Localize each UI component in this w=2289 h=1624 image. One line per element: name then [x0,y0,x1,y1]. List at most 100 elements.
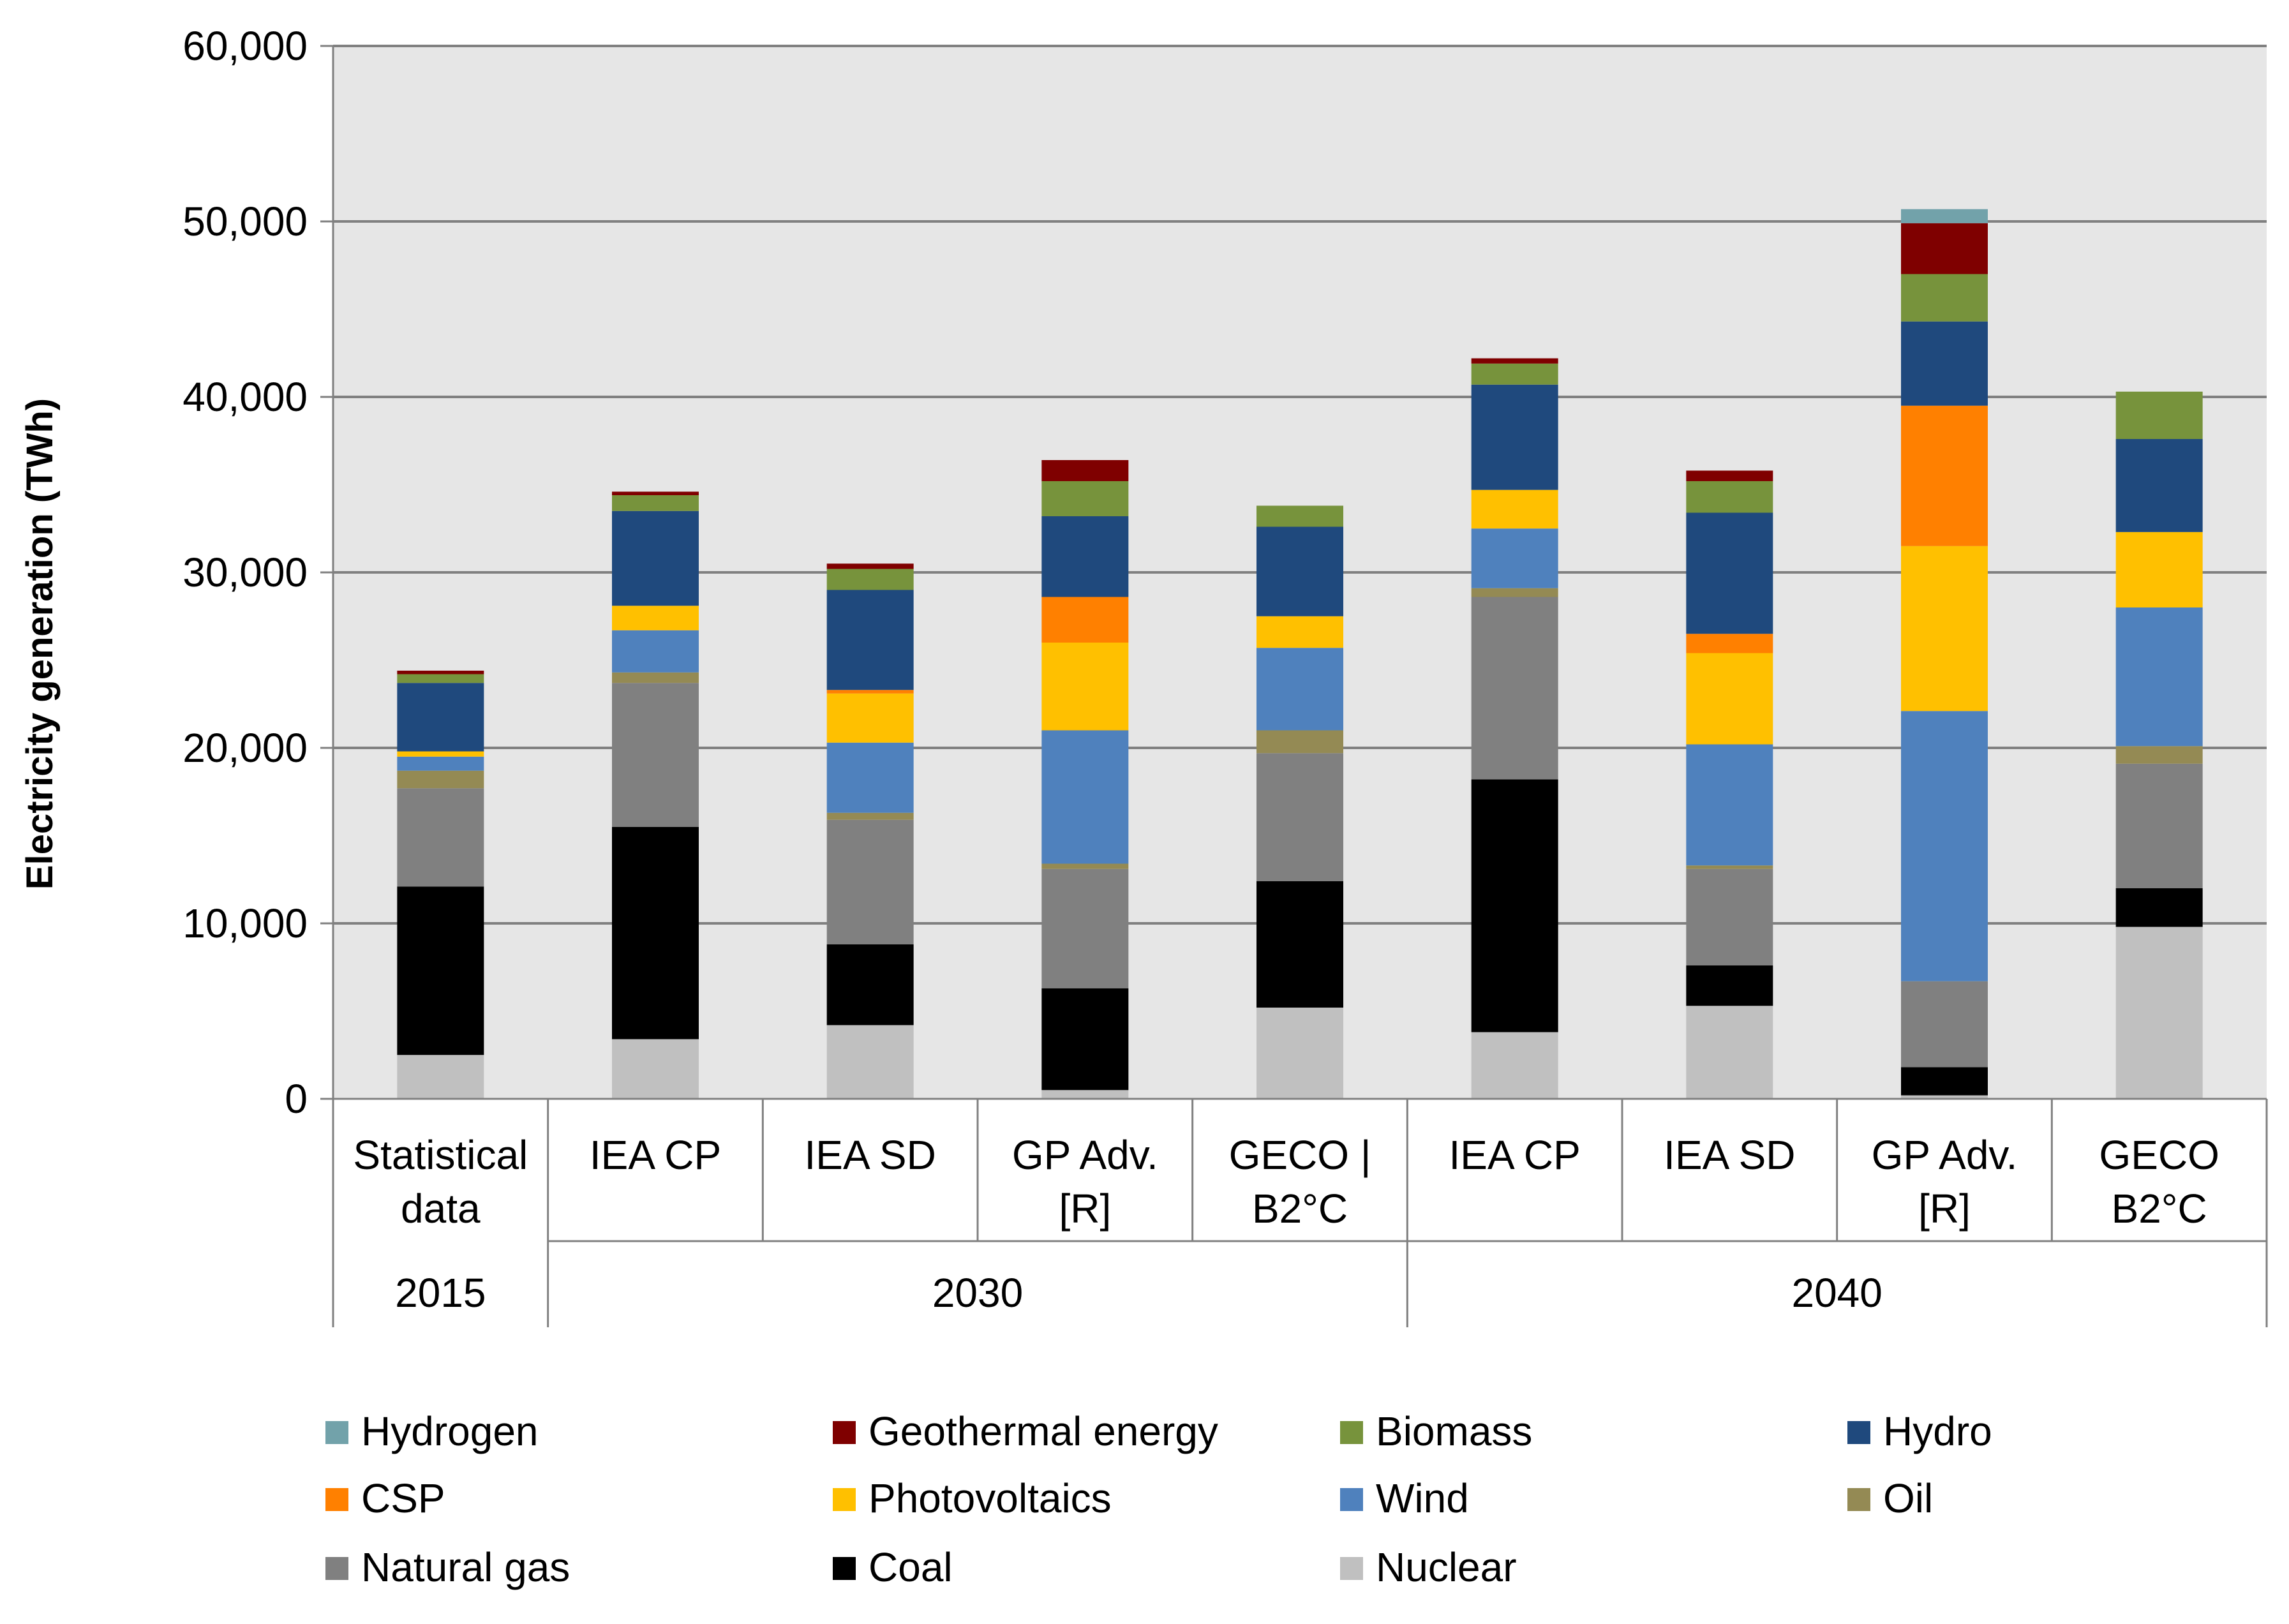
legend-label: Geothermal energy [869,1408,1218,1454]
y-tick-label: 0 [285,1076,308,1122]
bar-segment-oil [826,812,914,820]
bar-segment-photovoltaics [2115,532,2203,607]
y-tick-label: 20,000 [183,725,308,771]
x-category-label: GECO | [1229,1132,1371,1178]
bar-segment-oil [1686,865,1773,869]
bar-segment-natural-gas [1041,868,1129,988]
x-category-label: GECO [2099,1132,2219,1178]
bar-segment-coal [1471,779,1558,1032]
bar-segment-natural-gas [1686,868,1773,965]
bar-segment-csp [826,690,914,694]
bar-segment-coal [1256,881,1343,1008]
y-tick-label: 30,000 [183,549,308,595]
bar-segment-csp [1041,597,1129,643]
x-group-label: 2040 [1791,1270,1882,1316]
bar-segment-natural-gas [2115,763,2203,888]
y-tick-label: 40,000 [183,374,308,420]
bar-segment-natural-gas [1471,597,1558,780]
bar-segment-coal [1686,965,1773,1006]
bar-segment-natural-gas [612,683,699,827]
legend-item-nuclear: Nuclear [1340,1544,1517,1590]
bar-segment-biomass [1471,363,1558,385]
bar-segment-geothermal-energy [612,491,699,495]
bar-segment-nuclear [1041,1090,1129,1099]
bar-segment-oil [397,770,484,789]
bar-segment-biomass [1256,505,1343,527]
legend-label: Biomass [1376,1408,1532,1454]
bar-segment-geothermal-energy [1041,460,1129,481]
legend-swatch [1847,1488,1870,1511]
bar-segment-hydro [1471,384,1558,490]
x-category-label: Statistical [353,1132,528,1178]
bar-segment-nuclear [1471,1032,1558,1099]
legend-item-csp: CSP [325,1475,445,1521]
x-category-label: IEA SD [805,1132,936,1178]
bar-segment-hydro [826,590,914,690]
bar-segment-geothermal-energy [1686,470,1773,481]
legend-item-hydrogen: Hydrogen [325,1408,539,1454]
bars [397,209,2203,1099]
bar-segment-nuclear [826,1025,914,1099]
bar-segment-wind [1901,711,1988,981]
bar-segment-nuclear [397,1055,484,1099]
legend-swatch [325,1557,348,1580]
bar-segment-photovoltaics [1256,616,1343,648]
legend-swatch [833,1421,856,1444]
x-category-label-line2: [R] [1918,1186,1971,1232]
bar-segment-natural-gas [826,819,914,944]
legend-swatch [325,1488,348,1511]
legend-item-natural-gas: Natural gas [325,1544,570,1590]
bar-segment-photovoltaics [826,693,914,743]
bar-segment-photovoltaics [397,751,484,757]
x-group-label: 2030 [932,1270,1023,1316]
legend-label: Photovoltaics [869,1475,1112,1521]
bar-segment-wind [1686,744,1773,866]
legend-label: CSP [361,1475,445,1521]
bar-segment-biomass [612,495,699,511]
bar-segment-photovoltaics [1686,653,1773,745]
bar-segment-coal [612,826,699,1039]
bar-segment-nuclear [1901,1095,1988,1099]
bar-segment-wind [1256,648,1343,731]
x-category-label-line2: data [401,1186,481,1232]
bar-segment-wind [397,756,484,771]
bar-segment-photovoltaics [1041,643,1129,731]
bar-segment-coal [1041,988,1129,1091]
bar-segment-nuclear [2115,927,2203,1099]
bar-segment-biomass [1901,274,1988,322]
x-group-label: 2015 [395,1270,486,1316]
bar-segment-hydro [397,683,484,752]
x-category-label-line2: B2°C [1252,1186,1348,1232]
bar-segment-natural-gas [1256,753,1343,881]
x-category-label: GP Adv. [1012,1132,1158,1178]
bar-segment-coal [397,886,484,1055]
bar-segment-wind [612,630,699,673]
x-category-label: IEA CP [1449,1132,1581,1178]
x-category-label-line2: B2°C [2112,1186,2207,1232]
legend-label: Coal [869,1544,953,1590]
bar-segment-photovoltaics [1471,489,1558,529]
bar-segment-oil [1256,730,1343,754]
y-tick-label: 10,000 [183,900,308,946]
bar-segment-natural-gas [1901,981,1988,1068]
legend-swatch [325,1421,348,1444]
bar-segment-hydro [1686,512,1773,634]
bar-segment-wind [1041,730,1129,864]
bar-segment-hydro [612,510,699,606]
bar-segment-hydro [1901,321,1988,406]
legend-item-geothermal-energy: Geothermal energy [833,1408,1218,1454]
bar-segment-photovoltaics [612,606,699,630]
x-category-label: IEA CP [590,1132,721,1178]
legend-item-wind: Wind [1340,1475,1469,1521]
legend-item-biomass: Biomass [1340,1408,1532,1454]
bar-segment-geothermal-energy [826,563,914,569]
bar-segment-oil [1471,588,1558,597]
bar-segment-nuclear [1686,1006,1773,1099]
bar-segment-hydro [1041,516,1129,597]
bar-segment-coal [2115,888,2203,927]
legend-label: Natural gas [361,1544,570,1590]
bar-segment-biomass [397,674,484,683]
bar-segment-wind [1471,528,1558,588]
legend-swatch [833,1557,856,1580]
